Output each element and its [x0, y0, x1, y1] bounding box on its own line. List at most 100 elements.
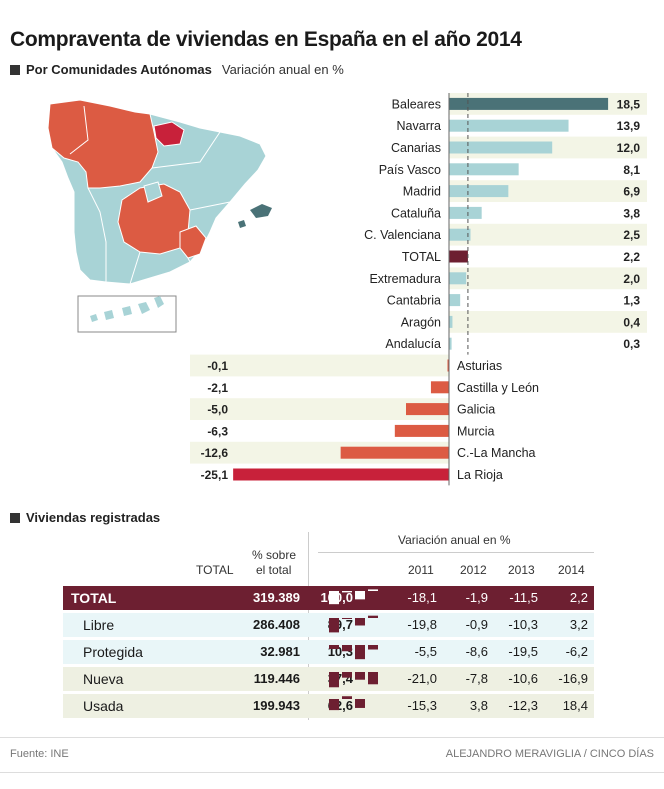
row-total: 199.943 — [253, 698, 300, 713]
value-label: 0,3 — [623, 337, 640, 351]
col-share-header-2: el total — [256, 563, 292, 577]
sparkline-bar-2012 — [342, 591, 352, 593]
row-variation-2014: 18,4 — [562, 698, 588, 713]
bar-chart: Baleares 18,5 Navarra 13,9 Canarias 12,0 País … — [190, 93, 647, 486]
value-label: 2,2 — [623, 250, 640, 264]
value-label: -2,1 — [207, 381, 228, 395]
row-variation-2011: -19,8 — [407, 617, 437, 632]
row-variation-2012: 3,8 — [469, 698, 488, 713]
sparkline-bar-2011 — [329, 645, 339, 649]
value-label: -5,0 — [207, 403, 228, 417]
footer-source: Fuente: INE — [10, 748, 69, 760]
bar-madrid — [449, 185, 509, 198]
spain-map — [47, 99, 272, 333]
row-band — [190, 398, 449, 420]
bar-navarra — [449, 119, 569, 132]
category-label: La Rioja — [457, 468, 503, 482]
map-region-canarias — [90, 296, 164, 322]
row-variation-2012: -7,8 — [465, 671, 488, 686]
bar-catalu-a — [449, 206, 482, 219]
variation-header-rule — [318, 552, 594, 553]
table-row: Protegida 32.981 10,3 -5,5 -8,6 -19,5 -6,2 — [63, 640, 594, 664]
map-region-northwest — [47, 99, 159, 189]
category-label: C. Valenciana — [364, 228, 441, 242]
sparkline-bar-2011 — [329, 672, 339, 688]
sparkline-bar-2013 — [355, 645, 365, 660]
row-variation-2013: -10,3 — [508, 617, 538, 632]
value-label: -6,3 — [207, 424, 228, 438]
category-label: Navarra — [397, 119, 442, 133]
row-total: 32.981 — [260, 644, 300, 659]
sparkline-bar-2012 — [342, 672, 352, 678]
row-sparkline — [329, 615, 378, 633]
year-2012: 2012 — [460, 563, 487, 577]
value-label: 6,9 — [623, 185, 640, 199]
row-name: TOTAL — [71, 590, 117, 606]
year-2011: 2011 — [408, 563, 434, 577]
sparkline-bar-2012 — [342, 618, 352, 619]
row-band — [190, 354, 449, 377]
category-label: Cataluña — [391, 206, 441, 220]
row-total: 319.389 — [253, 590, 300, 605]
row-band — [449, 223, 647, 246]
sparkline-bar-2013 — [355, 672, 365, 680]
col-share-header-1: % sobre — [252, 548, 297, 562]
table-row: Usada 199.943 62,6 -15,3 3,8 -12,3 18,4 — [63, 694, 594, 718]
row-variation-2011: -18,1 — [407, 590, 437, 605]
bar-total — [449, 250, 468, 263]
value-label: 13,9 — [617, 119, 641, 133]
row-sparkline — [329, 589, 378, 605]
map-region-la-rioja — [153, 121, 185, 147]
row-band — [449, 267, 647, 290]
square-bullet-icon — [10, 65, 20, 75]
sparkline-bar-2011 — [329, 618, 339, 633]
bar-c-valenciana — [449, 228, 471, 241]
bar-galicia — [406, 403, 449, 416]
category-label: País Vasco — [379, 163, 441, 177]
row-variation-2014: 2,2 — [569, 590, 588, 605]
value-label: -12,6 — [201, 446, 229, 460]
sparkline-bar-2014 — [368, 589, 378, 591]
section1-header: Por Comunidades Autónomas Variación anual… — [10, 62, 344, 77]
sparkline-bar-2013 — [355, 699, 365, 708]
value-label: 12,0 — [617, 141, 641, 155]
row-variation-2013: -11,5 — [509, 590, 538, 605]
row-variation-2011: -21,0 — [407, 671, 437, 686]
sparkline-bar-2011 — [329, 591, 339, 605]
row-variation-2012: -8,6 — [465, 644, 488, 659]
value-label: 1,3 — [623, 294, 640, 308]
sparkline-bar-2014 — [368, 672, 378, 685]
value-label: 18,5 — [617, 97, 641, 111]
sparkline-bar-2013 — [355, 618, 365, 626]
bar-andaluc-a — [449, 337, 452, 350]
category-label: Galicia — [457, 403, 495, 417]
value-label: -25,1 — [201, 468, 229, 482]
footer-credit: ALEJANDRO MERAVIGLIA / CINCO DÍAS — [445, 748, 654, 760]
footer-bottom-rule — [0, 772, 664, 773]
row-variation-2012: -0,9 — [465, 617, 488, 632]
sparkline-bar-2013 — [355, 591, 365, 600]
sparkline-bar-2011 — [329, 699, 339, 711]
bar-baleares — [449, 97, 609, 110]
category-label: Extremadura — [369, 272, 441, 286]
category-label: Canarias — [391, 141, 441, 155]
table-row: Nueva 119.446 37,4 -21,0 -7,8 -10,6 -16,9 — [63, 667, 594, 691]
category-label: Murcia — [457, 424, 495, 438]
row-sparkline — [329, 672, 378, 688]
bar-pa-s-vasco — [449, 163, 519, 176]
bar-castilla-y-le-n — [430, 381, 449, 394]
row-variation-2013: -12,3 — [508, 698, 538, 713]
footer-rule — [0, 737, 664, 738]
map-region-madrid — [143, 181, 163, 203]
category-label: Aragón — [401, 315, 441, 329]
category-label: Madrid — [403, 185, 441, 199]
category-label: Andalucía — [385, 337, 441, 351]
sparkline-bar-2014 — [368, 645, 378, 650]
row-band — [449, 311, 647, 333]
row-variation-2013: -19,5 — [508, 644, 538, 659]
bar-canarias — [449, 141, 553, 154]
map-divider — [69, 105, 89, 155]
col-total-header: TOTAL — [196, 563, 234, 577]
sparkline-bar-2012 — [342, 696, 352, 699]
